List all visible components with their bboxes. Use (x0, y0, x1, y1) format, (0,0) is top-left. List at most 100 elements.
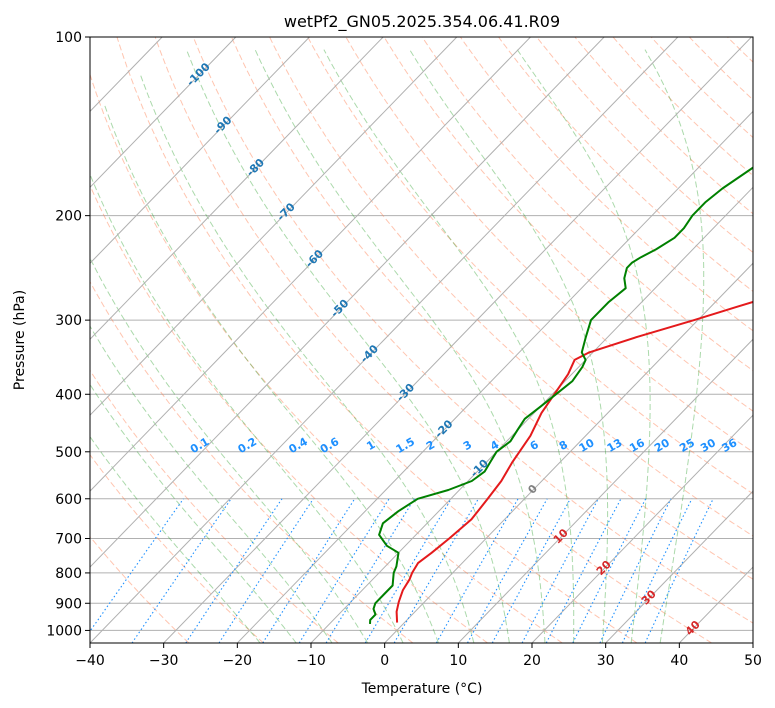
dry-adiabat-line (345, 37, 753, 453)
isotherm-label: -40 (358, 342, 381, 365)
mixing-ratio-label: 0.2 (236, 435, 259, 456)
moist-adiabat-line (139, 72, 475, 643)
mixing-ratio-line (90, 498, 184, 633)
isotherm-line (310, 186, 753, 643)
isotherm-label: -90 (211, 113, 234, 136)
x-axis-label: Temperature (°C) (361, 681, 483, 697)
dry-adiabat-line (421, 37, 753, 372)
dry-adiabat-line (192, 37, 753, 624)
isotherm-label: 40 (683, 618, 703, 638)
isotherm-label: -50 (328, 297, 351, 320)
mixing-ratio-line (599, 498, 672, 643)
dry-adiabat-line (689, 37, 753, 101)
mixing-ratio-label: 1.5 (394, 435, 417, 456)
dry-adiabat-line (307, 37, 753, 495)
mixing-ratio-line (621, 498, 693, 643)
mixing-ratio-line (644, 498, 714, 643)
mixing-ratio-line (185, 498, 283, 643)
isotherm-line (90, 37, 310, 264)
moist-adiabat-line (90, 325, 333, 643)
moist-adiabat-line (103, 104, 439, 643)
mixing-ratio-line (521, 498, 599, 643)
isotherm-line (90, 37, 679, 643)
dry-adiabat-line (90, 369, 339, 643)
x-tick-label: 30 (597, 653, 615, 669)
dry-adiabat-line (650, 37, 753, 139)
isotherm-label: -70 (274, 200, 297, 223)
x-tick-label: 20 (523, 653, 541, 669)
label-layer: 0.1 0.2 0.4 0.6 1 1.5 2 3 4 6 8 10 13 16 20 25 30 36-100-… (184, 60, 740, 638)
y-tick-label: 1000 (46, 623, 82, 639)
dry-adiabat-line (459, 37, 753, 332)
isotherm-line (236, 110, 753, 643)
mixing-ratio-label: 0.6 (318, 435, 342, 456)
temperature-profile-line (395, 300, 753, 623)
y-tick-label: 100 (55, 30, 82, 46)
mixing-ratio-label: 3 (461, 438, 474, 453)
moist-adiabat-line (186, 49, 510, 643)
isotherm-label: 0 (525, 482, 540, 497)
mixing-ratio-label: 2 (424, 438, 437, 453)
isotherm-label: -60 (303, 247, 326, 270)
y-tick-label: 500 (55, 445, 82, 461)
isotherm-line (90, 37, 237, 189)
dry-adiabat-line (154, 37, 712, 643)
isotherm-line (90, 37, 531, 492)
mixing-ratio-line (491, 498, 571, 643)
dry-adiabat-line (612, 37, 753, 177)
moist-adiabat-line (644, 49, 705, 643)
isotherm-line (90, 37, 605, 568)
dry-adiabat-line (383, 37, 753, 412)
moist-adiabat-line (323, 49, 575, 643)
mixing-ratio-line (467, 498, 548, 643)
y-tick-label: 300 (55, 313, 82, 329)
mixing-ratio-label: 1 (364, 438, 377, 453)
y-tick-label: 400 (55, 387, 82, 403)
dewpoint-profile-line (369, 166, 753, 624)
mixing-ratio-label: 6 (528, 438, 541, 453)
dry-adiabat-line (90, 535, 190, 643)
isotherm-label: -30 (394, 381, 417, 404)
dry-adiabat-line (116, 37, 638, 643)
isotherm-label: -10 (468, 456, 491, 479)
mixing-ratio-label: 0.1 (188, 435, 211, 456)
dry-adiabat-line (90, 73, 563, 643)
x-tick-label: −40 (75, 653, 105, 669)
isotherm-line (531, 414, 753, 643)
x-tick-label: 50 (744, 653, 762, 669)
mixing-ratio-line (298, 498, 390, 643)
moist-adiabat-line (90, 173, 404, 643)
x-tick-label: −20 (223, 653, 253, 669)
plot-frame (89, 36, 754, 644)
x-tick-label: −10 (296, 653, 326, 669)
dry-adiabat-line (231, 37, 753, 580)
moist-adiabat-line (516, 49, 651, 643)
mixing-ratio-line (393, 498, 479, 643)
dry-adiabat-line (574, 37, 753, 215)
moist-adiabat-line (90, 257, 369, 643)
mixing-ratio-line (325, 498, 415, 643)
x-tick-label: 40 (670, 653, 688, 669)
y-axis-label: Pressure (hPa) (12, 290, 28, 390)
isotherm-line (605, 490, 753, 643)
dry-adiabat-line (766, 37, 775, 643)
moist-adiabat-line (409, 49, 609, 643)
dry-adiabat-line (90, 453, 264, 643)
mixing-ratio-line (572, 498, 647, 643)
isotherm-line (90, 37, 384, 340)
y-axis: 100 200 300 400 500 600 700 800 900 1000 (46, 30, 90, 639)
isotherm-line (457, 338, 753, 643)
chart-title: wetPf2_GN05.2025.354.06.41.R09 (284, 12, 560, 32)
dry-adiabat-line (727, 37, 753, 63)
dry-adiabat-line (269, 37, 753, 537)
moist-adiabat-line (90, 435, 261, 643)
x-tick-label: −30 (149, 653, 179, 669)
y-tick-label: 600 (55, 492, 82, 508)
isotherm-line (90, 37, 458, 416)
x-tick-label: 10 (449, 653, 467, 669)
isotherm-line (384, 262, 753, 643)
isotherm-label: 30 (639, 587, 659, 607)
isotherm-line (752, 642, 753, 643)
series-layer (369, 166, 753, 624)
